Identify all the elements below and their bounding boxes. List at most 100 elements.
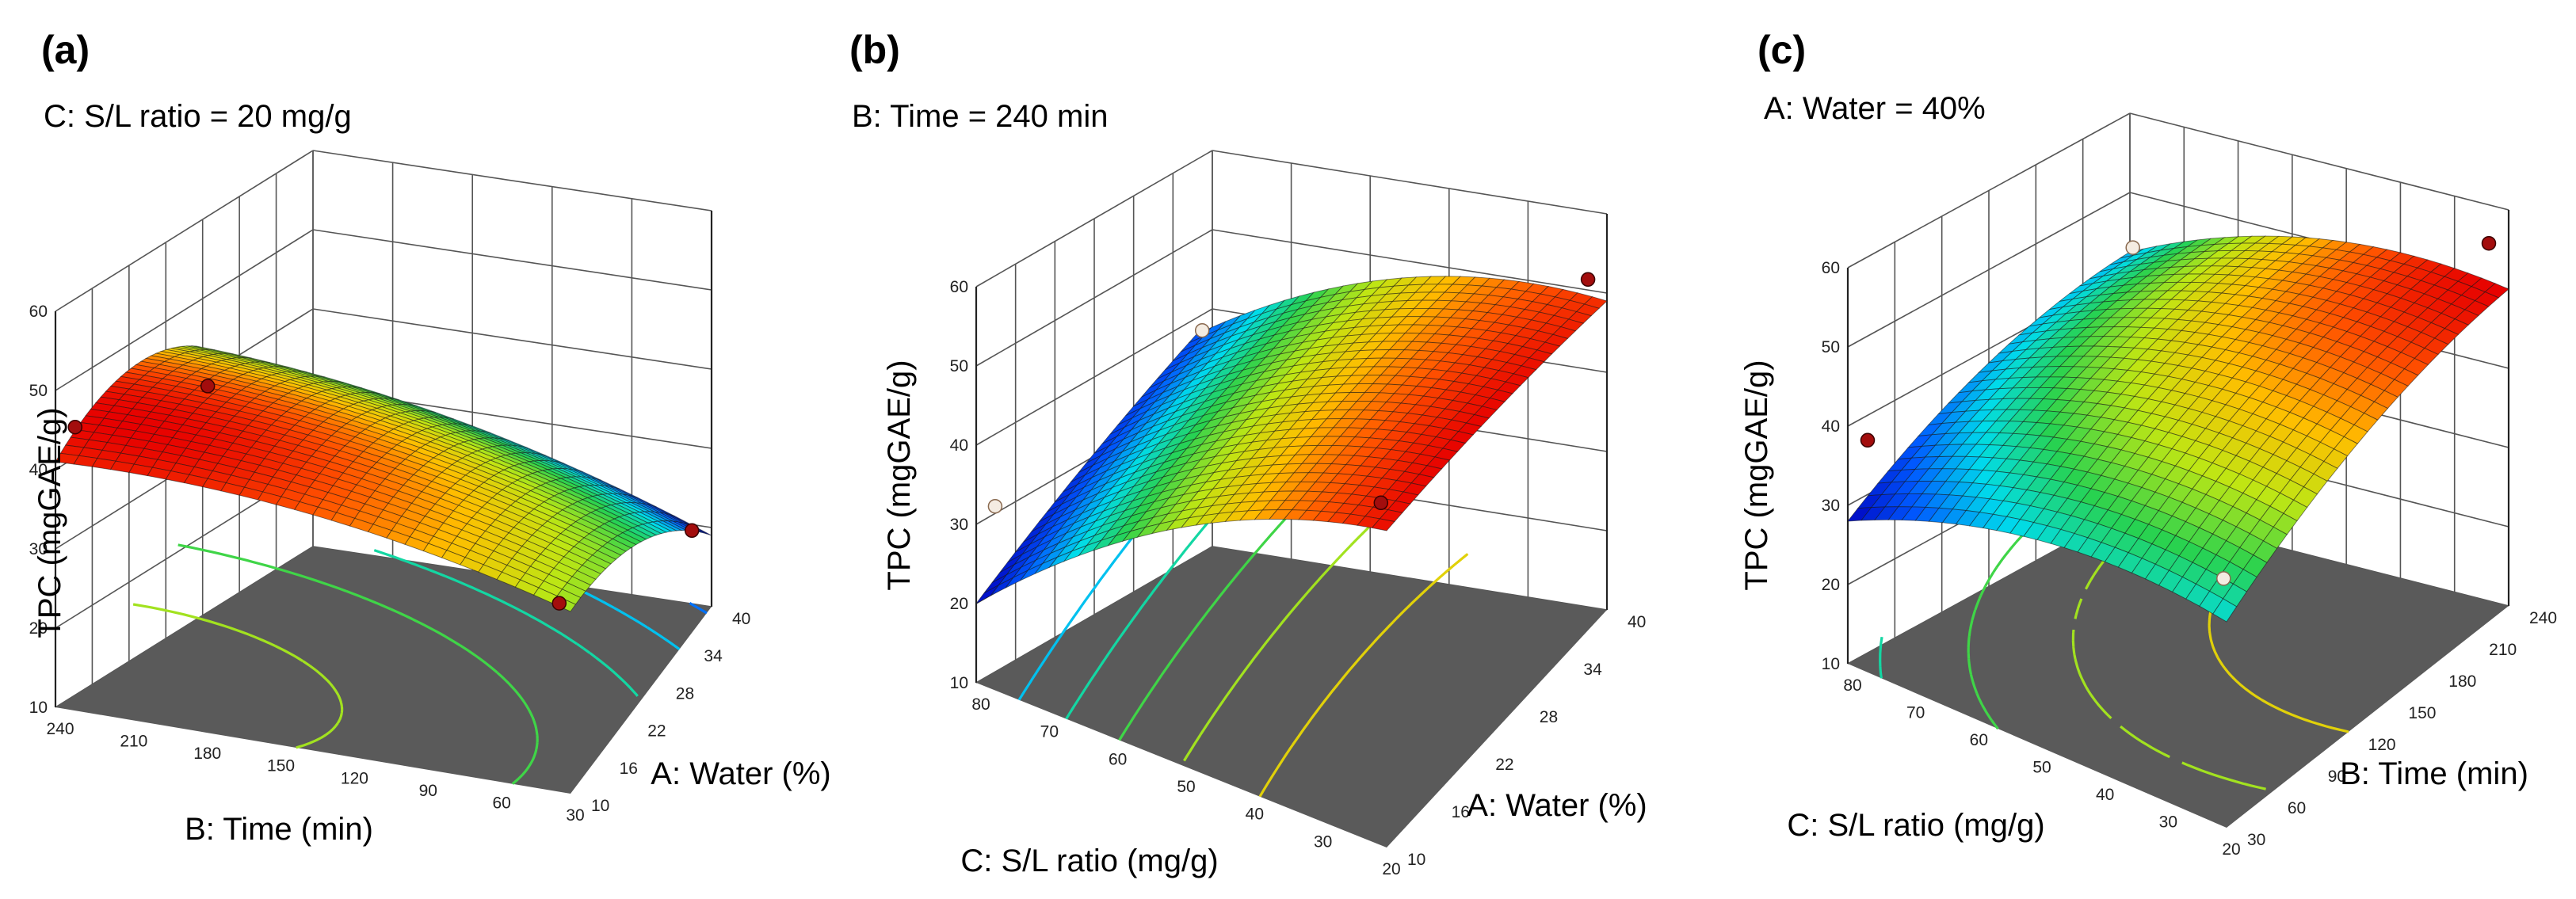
panel-a-z-axis-label: TPC (mgGAE/g)	[32, 407, 67, 638]
panel-a: 30 60 90 120 150 180 210 240 10 16 22 28 34 40 10 20 30 4…	[29, 28, 831, 847]
panel-c-y-axis-label: B: Time (min)	[2340, 756, 2528, 791]
y-tick-label: 10	[1407, 851, 1425, 869]
panel-b-z-axis-label: TPC (mgGAE/g)	[882, 360, 917, 590]
panel-b-fixed-factor: B: Time = 240 min	[852, 99, 1108, 134]
design-point	[1373, 495, 1389, 511]
x-tick-label: 70	[1040, 723, 1059, 741]
design-point	[67, 419, 83, 435]
grid-line	[1847, 112, 2131, 269]
design-point	[1194, 322, 1210, 338]
x-tick-label: 150	[267, 757, 295, 775]
z-tick-label: 40	[950, 436, 968, 455]
panel-b-x-axis-label: C: S/L ratio (mg/g)	[960, 844, 1218, 878]
z-tick-label: 30	[29, 540, 48, 558]
x-tick-label: 90	[419, 782, 437, 800]
panel-c-label: (c)	[1757, 28, 1806, 72]
x-tick-label: 30	[2159, 813, 2177, 832]
surface-cell	[975, 585, 999, 604]
z-tick-label: 10	[950, 674, 968, 692]
x-tick-label: 50	[2032, 759, 2051, 777]
design-point	[551, 596, 567, 611]
y-tick-label: 28	[1540, 708, 1558, 726]
design-point	[987, 498, 1003, 514]
grid-line	[312, 150, 712, 211]
y-tick-label: 16	[620, 760, 638, 778]
x-tick-label: 60	[1109, 750, 1127, 768]
panel-b-label: (b)	[849, 28, 900, 72]
design-point	[2125, 240, 2140, 255]
z-tick-label: 60	[29, 303, 48, 321]
panel-b-y-axis-label: A: Water (%)	[1467, 788, 1647, 823]
contour-line	[177, 543, 539, 785]
x-tick-label: 30	[1314, 832, 1332, 851]
y-tick-label: 28	[676, 684, 694, 703]
design-point	[2481, 235, 2497, 251]
grid-line	[312, 308, 712, 370]
panel-a-label: (a)	[41, 28, 90, 72]
y-tick-label: 22	[1495, 756, 1513, 774]
z-tick-label: 30	[950, 516, 968, 534]
floor-plane	[976, 547, 1607, 848]
panel-a-x-axis-label: B: Time (min)	[185, 812, 373, 847]
panel-c-fixed-factor: A: Water = 40%	[1764, 91, 1986, 126]
z-tick-label: 50	[1822, 338, 1840, 356]
y-tick-label: 22	[647, 722, 666, 741]
z-tick-label: 20	[950, 595, 968, 613]
panel-a-design-points	[67, 379, 700, 611]
z-tick-label: 50	[29, 382, 48, 400]
surface-cell	[1371, 518, 1395, 531]
y-tick-label: 90	[2328, 768, 2346, 786]
x-tick-label: 20	[1382, 860, 1400, 878]
z-tick-label: 50	[950, 357, 968, 375]
design-point	[1580, 272, 1596, 288]
y-tick-label: 240	[2529, 609, 2557, 627]
y-tick-label: 16	[1452, 803, 1470, 821]
z-tick-label: 40	[29, 461, 48, 479]
x-tick-label: 180	[193, 745, 221, 763]
y-tick-label: 30	[2247, 831, 2265, 849]
panel-a-contour-floor	[55, 543, 712, 794]
contour-line	[373, 549, 639, 697]
design-point	[1860, 432, 1876, 448]
x-tick-label: 30	[566, 806, 584, 825]
panel-c-design-points	[1860, 235, 2497, 586]
panel-c-x-axis-label: C: S/L ratio (mg/g)	[1787, 808, 2044, 843]
panel-c-z-axis-label: TPC (mgGAE/g)	[1739, 360, 1774, 590]
y-tick-label: 180	[2448, 672, 2476, 691]
z-tick-label: 10	[1822, 655, 1840, 673]
y-tick-label: 40	[732, 610, 750, 628]
x-tick-label: 40	[1246, 806, 1264, 824]
z-tick-label: 60	[1822, 259, 1840, 277]
z-tick-label: 20	[1822, 576, 1840, 594]
floor-plane	[55, 547, 712, 794]
x-tick-label: 80	[971, 695, 990, 714]
design-point	[2216, 571, 2231, 586]
grid-line	[1847, 192, 2131, 348]
panel-b-response-surface	[975, 276, 1608, 604]
y-tick-label: 10	[591, 797, 609, 815]
x-tick-label: 120	[341, 769, 368, 787]
contour-line	[1258, 553, 1469, 798]
panel-a-y-axis-label: A: Water (%)	[651, 756, 830, 791]
grid-line	[312, 229, 712, 291]
panel-c-response-surface	[1847, 235, 2509, 623]
x-tick-label: 60	[492, 794, 510, 812]
design-point	[684, 523, 700, 539]
panel-a-response-surface	[55, 345, 712, 612]
z-tick-label: 10	[29, 699, 48, 717]
panel-b-design-points	[987, 272, 1596, 514]
z-tick-label: 20	[29, 619, 48, 638]
x-tick-label: 240	[46, 720, 74, 738]
x-tick-label: 60	[1970, 731, 1988, 749]
y-tick-label: 150	[2408, 704, 2436, 722]
surface-cell	[2212, 598, 2238, 623]
grid-line	[975, 229, 1213, 367]
x-tick-label: 210	[120, 733, 147, 751]
grid-line	[55, 150, 314, 312]
x-tick-label: 70	[1906, 704, 1925, 722]
contour-line	[1879, 637, 1883, 679]
grid-line	[975, 308, 1213, 446]
